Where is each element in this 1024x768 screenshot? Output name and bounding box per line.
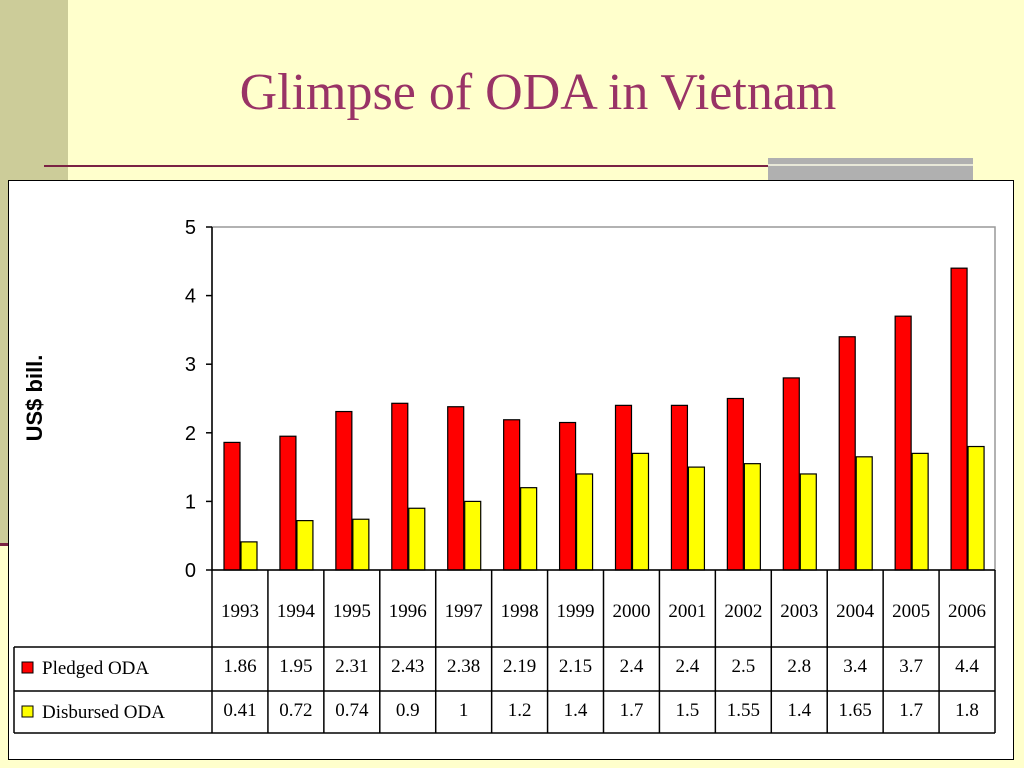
category-label: 1995 [333, 601, 371, 622]
y-tick-label: 3 [185, 354, 196, 376]
category-label: 1997 [445, 601, 483, 622]
disbursed-value: 1.7 [620, 700, 644, 721]
y-tick-label: 2 [185, 423, 196, 445]
data-table: 1993 1994 1995 1996 1997 1998 1999 2000 2001 2002… [13, 569, 996, 734]
disbursed-legend-key [21, 705, 34, 718]
disbursed-series-name: Disbursed ODA [42, 702, 165, 723]
disbursed-value: 0.41 [223, 700, 256, 721]
plot-area [211, 226, 996, 571]
disbursed-bar [687, 466, 706, 571]
pledged-bar [503, 419, 521, 571]
disbursed-bar [743, 463, 761, 571]
title-underline [44, 165, 774, 167]
pledged-value: 1.95 [279, 656, 312, 677]
disbursed-value: 0.9 [396, 700, 420, 721]
pledged-bar [447, 406, 465, 571]
pledged-value: 2.4 [676, 656, 700, 677]
pledged-value: 2.5 [731, 656, 755, 677]
pledged-bar [558, 421, 577, 571]
pledged-bar [894, 315, 912, 571]
disbursed-bar [296, 520, 314, 571]
disbursed-value: 0.74 [335, 700, 369, 721]
disbursed-bar [967, 445, 985, 571]
pledged-bar [838, 336, 856, 571]
disbursed-value: 1.55 [727, 700, 760, 721]
category-label: 2006 [948, 601, 986, 622]
pledged-bar [335, 410, 353, 571]
pledged-value: 1.86 [223, 656, 256, 677]
bars [223, 267, 985, 571]
pledged-value: 2.4 [620, 656, 644, 677]
y-tick-label: 0 [185, 560, 196, 582]
pledged-bar [279, 435, 297, 571]
category-label: 1994 [277, 601, 316, 622]
y-tick-label: 1 [185, 491, 196, 513]
disbursed-bar [855, 456, 873, 571]
y-tick-label: 4 [185, 286, 196, 308]
disbursed-value: 1.4 [564, 700, 588, 721]
pledged-value: 2.38 [447, 656, 480, 677]
slide-title: Glimpse of ODA in Vietnam [239, 64, 837, 121]
y-axis: 0 1 2 3 4 5 [185, 217, 213, 582]
pledged-value: 2.43 [391, 656, 424, 677]
pledged-value: 2.15 [559, 656, 592, 677]
category-label: 1998 [501, 601, 539, 622]
disbursed-value: 1 [459, 700, 469, 721]
disbursed-value: 1.5 [676, 700, 700, 721]
disbursed-bar [799, 473, 817, 571]
disbursed-value: 1.8 [955, 700, 979, 721]
disbursed-bar [631, 452, 650, 571]
pledged-bar [223, 441, 241, 571]
pledged-value: 3.7 [899, 656, 923, 677]
disbursed-value: 1.7 [899, 700, 923, 721]
disbursed-bar [575, 473, 594, 571]
disbursed-bar [352, 518, 370, 571]
category-label: 2004 [836, 601, 875, 622]
y-axis-label: US$ bill. [22, 355, 47, 442]
pledged-value: 2.31 [335, 656, 368, 677]
pledged-bar [391, 402, 409, 571]
category-label: 1996 [389, 601, 427, 622]
pledged-value: 4.4 [955, 656, 979, 677]
pledged-value: 2.8 [787, 656, 811, 677]
title-accent-bar [768, 158, 973, 180]
disbursed-bar [240, 541, 258, 571]
y-tick-label: 5 [185, 217, 196, 239]
category-label: 1999 [557, 601, 595, 622]
category-label: 2000 [612, 601, 650, 622]
disbursed-bar [520, 487, 538, 571]
disbursed-value: 1.65 [839, 700, 872, 721]
pledged-legend-key [21, 661, 34, 674]
oda-bar-chart: 0 1 2 3 4 5 1993 1994 1995 1996 1997 1998 1999 2000 2… [13, 217, 996, 734]
category-label: 2002 [724, 601, 762, 622]
category-label: 2001 [668, 601, 706, 622]
disbursed-value: 1.2 [508, 700, 532, 721]
plot-border [211, 226, 996, 571]
category-label: 1993 [221, 601, 259, 622]
pledged-bar [726, 397, 744, 571]
disbursed-value: 0.72 [279, 700, 312, 721]
disbursed-bar [408, 507, 426, 571]
pledged-value: 3.4 [843, 656, 867, 677]
pledged-bar [782, 377, 800, 571]
category-label: 2005 [892, 601, 930, 622]
pledged-series-name: Pledged ODA [42, 658, 149, 679]
disbursed-bar [464, 500, 482, 571]
category-label: 2003 [780, 601, 818, 622]
pledged-bar [614, 404, 633, 571]
pledged-bar [670, 404, 689, 571]
disbursed-bar [911, 452, 929, 571]
pledged-bar [950, 267, 968, 571]
pledged-value: 2.19 [503, 656, 536, 677]
disbursed-value: 1.4 [787, 700, 811, 721]
